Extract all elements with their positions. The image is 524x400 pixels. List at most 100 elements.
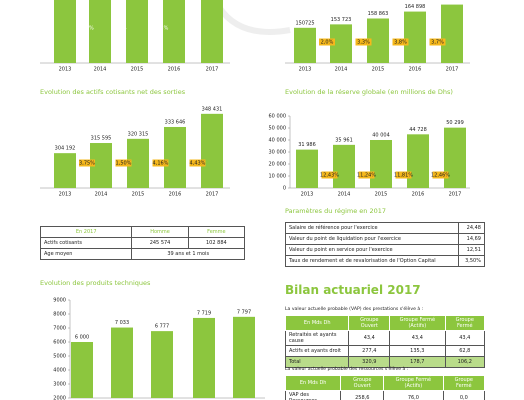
value-label: 7 033 — [115, 320, 129, 326]
annotation: 11,81% — [394, 173, 413, 179]
y-tick-label: 9000 — [53, 298, 66, 304]
table-row: Retraités et ayants cause 43,4 43,4 43,4 — [284, 330, 486, 346]
prestations-table: En Mds Dh Groupe Ouvert Groupe Fermé (Acti… — [284, 315, 486, 368]
annotation: 2,0% — [321, 40, 334, 46]
table-row: Actifs et ayants droit 277,4 135,3 62,8 — [284, 345, 486, 357]
chart-title: Evolution des produits techniques — [40, 279, 151, 287]
table-cell: 135,3 — [389, 345, 446, 357]
value-label: 44 728 — [409, 127, 427, 133]
table-cell: Actifs et ayants droit — [284, 345, 350, 357]
params-title: Paramètres du régime en 2017 — [285, 207, 387, 215]
bar — [367, 18, 389, 63]
bar-decoration — [201, 0, 223, 63]
bar — [294, 27, 316, 63]
y-tick-label: 40 000 — [269, 138, 287, 144]
annotation-box — [429, 38, 446, 46]
table-row: Valeur du point en service pour l'exerci… — [284, 244, 485, 256]
bar — [201, 113, 223, 188]
annotation-box — [115, 159, 132, 167]
annotation-box — [319, 38, 335, 46]
x-tick-label: 2015 — [132, 192, 145, 198]
bar — [404, 11, 426, 64]
ressources-table: En Mds Dh Groupe Ouvert Groupe Fermé (Acti… — [284, 375, 486, 400]
x-tick-label: 2017 — [449, 192, 462, 198]
y-tick-label: 7000 — [53, 326, 66, 332]
annotation: 0% — [119, 26, 127, 32]
table-cell: Groupe Fermé — [442, 375, 486, 391]
value-label: 6 777 — [155, 324, 169, 330]
table-cell: 245 574 — [131, 237, 189, 249]
x-tick-label: 2013 — [301, 192, 314, 198]
x-tick-label: 2017 — [446, 67, 459, 73]
table-cell: Retraités et ayants cause — [284, 330, 350, 346]
value-label: 164 898 — [405, 4, 426, 10]
table-row: En Mds Dh Groupe Ouvert Groupe Fermé (Acti… — [284, 315, 486, 331]
table-cell: 62,8 — [444, 345, 486, 357]
annotation: 12,43% — [320, 173, 339, 179]
table-cell: Groupe Ouvert — [340, 375, 385, 391]
annotation: 11,24% — [357, 173, 376, 179]
x-tick-label: 2015 — [131, 67, 144, 73]
x-tick-label: 2014 — [94, 67, 107, 73]
value-label: 315 595 — [91, 136, 112, 142]
bar — [151, 331, 173, 398]
annotation: -1,6% — [79, 26, 94, 32]
bar — [233, 316, 255, 398]
y-tick-label: 0 — [283, 186, 286, 192]
table-cell: 43,4 — [389, 330, 446, 346]
value-label: 304 192 — [55, 146, 76, 152]
x-tick-label: 2016 — [412, 192, 425, 198]
x-tick-label: 2013 — [59, 192, 72, 198]
table-row: Valeur du point de liquidation pour l'ex… — [284, 233, 485, 245]
table-cell: 76,0 — [383, 390, 444, 400]
bar — [333, 144, 355, 188]
bar — [370, 139, 392, 188]
x-tick-label: 2013 — [59, 67, 72, 73]
bar-decoration — [163, 0, 185, 63]
x-tick-label: 2014 — [95, 192, 108, 198]
bar-decoration — [54, 0, 76, 63]
x-tick-label: 2016 — [409, 67, 422, 73]
chart-title: Evolution des actifs cotisants net des s… — [40, 88, 186, 96]
annotation-box — [189, 159, 206, 167]
value-label: 50 299 — [446, 120, 464, 126]
annotation: 12,46% — [431, 173, 450, 179]
value-label: 158 863 — [368, 11, 389, 17]
value-label: 153 723 — [331, 17, 352, 23]
table-cell: 12,51 — [458, 244, 485, 256]
x-tick-label: 2015 — [375, 192, 388, 198]
table-cell: 14,69 — [458, 233, 485, 245]
y-tick-label: 60 000 — [269, 114, 287, 120]
bar — [444, 127, 466, 188]
table-cell: 102 884 — [187, 237, 246, 249]
y-tick-label: 4000 — [53, 368, 66, 374]
table-cell: Homme — [131, 226, 189, 238]
table-row: Salaire de référence pour l'exercice 24,4… — [284, 222, 485, 234]
table-cell: Age moyen — [39, 248, 133, 260]
table-cell: 277,4 — [348, 345, 391, 357]
table-cell: Groupe Ouvert — [348, 315, 391, 331]
value-label: 6 000 — [75, 335, 89, 341]
table-cell: Femme — [187, 226, 246, 238]
x-tick-label: 2016 — [168, 67, 181, 73]
table-cell: VAP des Ressources — [284, 390, 342, 400]
annotation-box — [432, 171, 449, 179]
x-tick-label: 2014 — [338, 192, 351, 198]
y-tick-label: 30 000 — [269, 150, 287, 156]
bar — [71, 342, 93, 398]
table-cell: Valeur du point de liquidation pour l'ex… — [284, 233, 460, 245]
annotation-box — [79, 159, 95, 167]
table-cell: Groupe Fermé — [444, 315, 486, 331]
bar — [127, 138, 149, 188]
y-tick-label: 3000 — [53, 382, 66, 388]
table-row: En Mds Dh Groupe Ouvert Groupe Fermé (Acti… — [284, 375, 486, 391]
table-row: En 2017 Homme Femme — [39, 226, 246, 238]
table-cell: En Mds Dh — [284, 375, 342, 391]
annotation-box — [392, 38, 409, 46]
table-cell: 178,7 — [389, 356, 446, 368]
y-tick-label: 5000 — [53, 354, 66, 360]
bar — [441, 4, 463, 64]
annotation: 2% — [193, 26, 201, 32]
